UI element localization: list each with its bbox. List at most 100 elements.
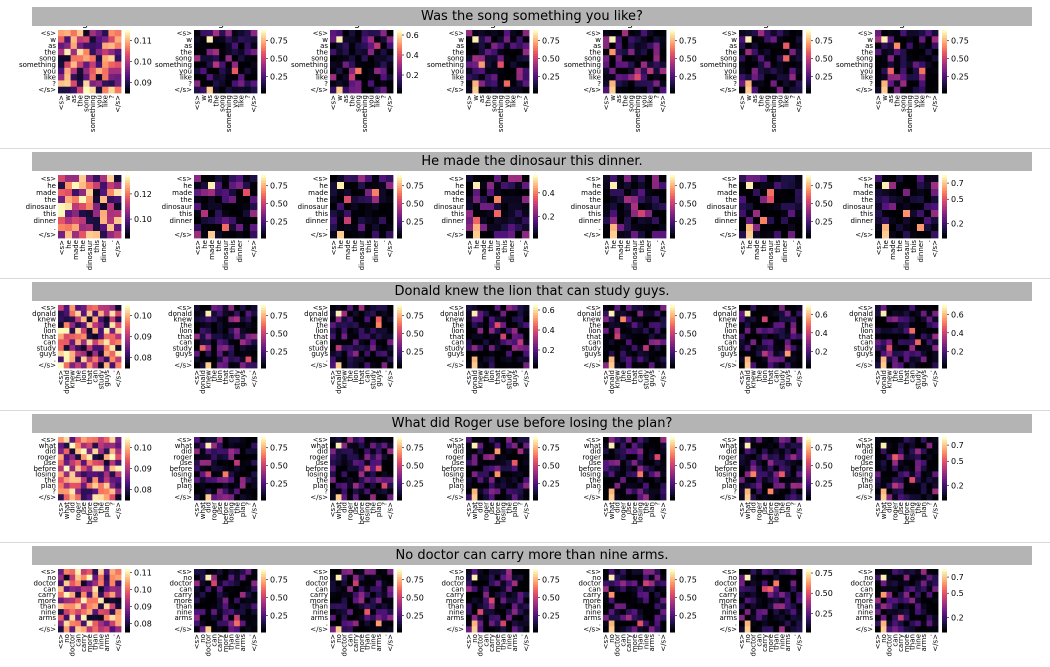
heatmap-cell [387, 580, 394, 587]
colorbar-segment [261, 326, 266, 330]
heatmap-cell [206, 80, 214, 88]
colorbar-segment [397, 576, 402, 581]
heatmap-cell [58, 356, 65, 363]
heatmap-cell [744, 459, 751, 467]
heatmap-cell [624, 175, 632, 183]
heatmap-panel: Age 1<s>wasthesongsomethingyoulike?</s><… [155, 18, 288, 132]
colorbar-segment [670, 201, 675, 205]
heatmap-cell [603, 494, 610, 501]
heatmap-cell [344, 196, 352, 204]
heatmap-cell [500, 459, 507, 467]
heatmap-cell [348, 55, 356, 62]
colorbar-segment [261, 354, 266, 359]
heatmap-cell [511, 316, 518, 323]
x-tick-label: he [65, 240, 73, 249]
colorbar-segment [125, 235, 130, 239]
heatmap-cell [634, 42, 642, 50]
heatmap-cell [767, 339, 774, 346]
x-tick-label: something [361, 95, 369, 132]
y-tick-label: study [582, 344, 601, 352]
x-tick-label: this [638, 240, 646, 253]
x-tick-label: than [228, 634, 236, 650]
heatmap-cell [634, 80, 642, 88]
heatmap-cell [739, 55, 746, 62]
heatmap-cell [228, 459, 235, 467]
heatmap-cell [370, 477, 377, 484]
heatmap-cell [92, 471, 99, 478]
heatmap-cell [660, 477, 667, 484]
x-tick-label: <s> [465, 502, 473, 518]
heatmap-cell [211, 316, 218, 323]
heatmap-cell [471, 597, 478, 604]
colorbar-segment [261, 468, 266, 472]
heatmap-cell [86, 586, 93, 593]
heatmap-cell [483, 471, 490, 478]
heatmap-cell [880, 333, 887, 340]
heatmap-cell [926, 442, 933, 449]
heatmap-cell [108, 36, 116, 43]
heatmap-cell [466, 305, 473, 312]
heatmap-cell [358, 494, 365, 501]
heatmap-cell [625, 442, 633, 449]
heatmap-cell [206, 67, 214, 75]
heatmap-cell [83, 67, 90, 75]
colorbar-segment [670, 339, 675, 343]
heatmap-cell [893, 67, 901, 75]
heatmap-cell [522, 224, 530, 232]
heatmap-cell [776, 30, 784, 37]
x-tick-label: ? [517, 502, 525, 506]
colorbar-segment [942, 481, 947, 485]
heatmap-cell [347, 482, 354, 489]
x-tick-label: no [63, 634, 71, 643]
heatmap-cell [488, 471, 496, 478]
heatmap-cell [517, 448, 524, 455]
heatmap-cell [477, 339, 484, 346]
heatmap-cell [631, 339, 638, 346]
y-tick-label: what [856, 442, 873, 450]
x-tick-label: doctor [341, 634, 349, 657]
colorbar-segment [806, 497, 811, 501]
heatmap-cell [617, 189, 625, 197]
heatmap-cell [620, 471, 627, 478]
colorbar-segment [397, 90, 402, 94]
x-tick-label: song [764, 95, 772, 112]
heatmap-cell [336, 80, 343, 88]
colorbar-segment [125, 608, 130, 612]
heatmap-cell [194, 48, 201, 56]
heatmap-cell [347, 437, 354, 444]
x-tick-label: w [336, 95, 344, 101]
heatmap-cell [251, 362, 258, 369]
colorbar-segment [397, 592, 402, 596]
y-tick-label: use [452, 459, 464, 467]
heatmap-cell [347, 327, 354, 335]
heatmap-cell [364, 586, 371, 593]
heatmap-cell [643, 471, 650, 478]
heatmap-cell [494, 586, 501, 593]
heatmap-cell [347, 465, 354, 472]
x-tick-label: you [776, 95, 784, 108]
heatmap-cell [58, 437, 65, 444]
heatmap-cell [205, 356, 212, 363]
heatmap-cell [621, 80, 629, 88]
heatmap-cell [757, 42, 765, 50]
colorbar-segment [397, 344, 402, 348]
x-tick-label: knew [614, 370, 622, 389]
heatmap-cell [781, 217, 789, 225]
x-tick-label: the [369, 502, 377, 514]
heatmap-cell [654, 339, 661, 346]
heatmap-cell [358, 305, 365, 312]
heatmap-cell [638, 182, 646, 190]
heatmap-cell [114, 224, 122, 232]
heatmap-cell [506, 310, 513, 317]
heatmap-cell [58, 482, 65, 489]
colorbar-segment [806, 48, 811, 52]
heatmap-cell [610, 217, 618, 225]
y-tick-label: donald [849, 310, 873, 318]
heatmap-cell [779, 442, 786, 449]
heatmap-cell [875, 356, 882, 363]
heatmap-cell [932, 488, 939, 495]
heatmap-cell [98, 471, 105, 478]
heatmap-cell [216, 305, 224, 312]
colorbar-segment [397, 489, 402, 493]
heatmap-cell [58, 626, 65, 633]
